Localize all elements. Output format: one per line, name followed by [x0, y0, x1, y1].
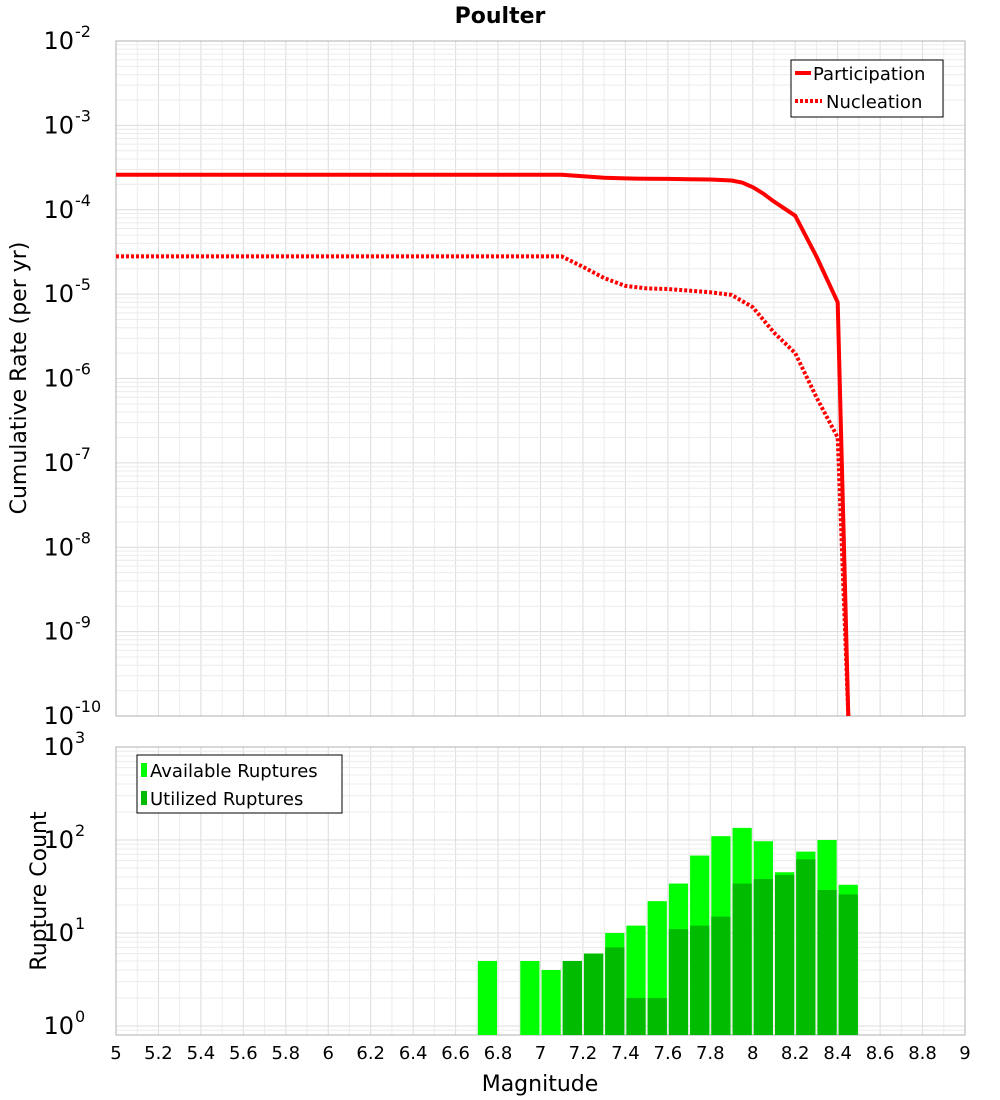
bar-utilized: [562, 960, 582, 1035]
tick-label-base: 10: [43, 919, 74, 947]
bottom-legend: Available Ruptures Utilized Ruptures: [136, 754, 343, 814]
series-line-nucleation: [116, 254, 851, 717]
top-y-tick-label: 10 -4: [43, 191, 91, 224]
bottom-y-axis-label: Rupture Count: [27, 811, 52, 971]
x-tick-label: 5.8: [271, 1043, 300, 1064]
top-y-tick-label: 10 -9: [43, 613, 91, 646]
bar-utilized: [583, 953, 604, 1035]
legend-label-nucleation: Nucleation: [826, 92, 922, 113]
x-axis-label: Magnitude: [482, 1072, 599, 1097]
x-tick-label: 9: [959, 1043, 970, 1064]
legend-label-utilized: Utilized Ruptures: [150, 789, 303, 810]
x-tick-label: 7.2: [569, 1043, 598, 1064]
tick-label-exponent: -5: [75, 275, 91, 294]
top-y-tick-label: 10 -3: [43, 106, 91, 139]
top-legend: Participation Nucleation: [790, 59, 944, 118]
tick-label-base: 10: [43, 702, 74, 730]
tick-label-base: 10: [43, 733, 74, 761]
bar-utilized: [711, 916, 731, 1035]
x-tick-label: 8: [747, 1043, 758, 1064]
x-tick-label: 8.2: [781, 1043, 810, 1064]
top-y-tick-label: 10 -8: [43, 528, 91, 561]
x-tick-label: 7: [535, 1043, 546, 1064]
tick-label-base: 10: [43, 533, 74, 561]
tick-label-base: 10: [43, 826, 74, 854]
top-y-tick-label: 10 -2: [43, 22, 91, 55]
x-tick-label: 6.8: [484, 1043, 513, 1064]
x-tick-label: 7.6: [654, 1043, 683, 1064]
tick-label-base: 10: [43, 196, 74, 224]
tick-label-base: 10: [43, 280, 74, 308]
bottom-plot-frame: [115, 746, 966, 1036]
series-line-participation: [116, 172, 851, 717]
x-tick-label: 6.4: [399, 1043, 428, 1064]
bar-utilized: [774, 875, 795, 1035]
bottom-y-tick-label: 10 1: [43, 914, 85, 947]
tick-label-exponent: -8: [75, 528, 91, 547]
x-tick-label: 7.8: [696, 1043, 725, 1064]
tick-label-base: 10: [43, 449, 74, 477]
bar-utilized: [626, 997, 646, 1035]
tick-label-exponent: 0: [75, 1007, 85, 1026]
bar-utilized: [732, 883, 752, 1035]
x-tick-label: 8.6: [866, 1043, 895, 1064]
legend-swatch-available: [141, 763, 147, 777]
tick-label-exponent: 3: [75, 728, 85, 747]
top-plot-frame: [115, 40, 966, 717]
tick-label-base: 10: [43, 27, 74, 55]
top-y-tick-label: 10 -7: [43, 444, 91, 477]
tick-label-exponent: -10: [75, 697, 101, 716]
tick-label-exponent: -4: [75, 191, 91, 210]
tick-label-exponent: -6: [75, 360, 91, 379]
x-tick-label: 7.4: [611, 1043, 640, 1064]
top-y-tick-label: 10 -10: [43, 697, 101, 730]
tick-label-base: 10: [43, 365, 74, 393]
x-tick-label: 5: [110, 1043, 121, 1064]
tick-label-exponent: -7: [75, 444, 91, 463]
bar-available: [541, 969, 561, 1035]
bottom-y-tick-label: 10 0: [43, 1007, 85, 1040]
tick-label-exponent: -3: [75, 106, 91, 125]
bar-utilized: [605, 947, 625, 1035]
bar-utilized: [690, 925, 710, 1035]
bottom-y-tick-label: 10 3: [43, 728, 85, 761]
tick-label-exponent: -2: [75, 22, 91, 41]
chart-title: Poulter: [455, 4, 546, 29]
x-tick-label: 6.6: [441, 1043, 470, 1064]
bar-utilized: [668, 929, 689, 1035]
tick-label-exponent: 2: [75, 821, 85, 840]
legend-label-available: Available Ruptures: [150, 761, 318, 782]
top-y-tick-label: 10 -6: [43, 360, 91, 393]
x-tick-label: 8.8: [908, 1043, 937, 1064]
x-tick-label: 6: [323, 1043, 334, 1064]
x-tick-label: 6.2: [356, 1043, 385, 1064]
bar-utilized: [753, 879, 773, 1035]
bar-utilized: [838, 894, 858, 1035]
x-tick-label: 5.2: [144, 1043, 173, 1064]
tick-label-base: 10: [43, 111, 74, 139]
x-tick-label: 8.4: [823, 1043, 852, 1064]
top-y-axis-label: Cumulative Rate (per yr): [7, 242, 32, 515]
tick-label-base: 10: [43, 1012, 74, 1040]
x-tick-label: 5.4: [187, 1043, 216, 1064]
bar-utilized: [817, 889, 837, 1035]
bar-available: [520, 960, 540, 1035]
legend-swatch-utilized: [141, 791, 147, 805]
bar-utilized: [647, 997, 667, 1035]
tick-label-exponent: -9: [75, 613, 91, 632]
legend-label-participation: Participation: [813, 64, 925, 85]
tick-label-exponent: 1: [75, 914, 85, 933]
bar-available: [477, 960, 498, 1035]
tick-label-base: 10: [43, 618, 74, 646]
top-y-tick-label: 10 -5: [43, 275, 91, 308]
bottom-y-tick-label: 10 2: [43, 821, 85, 854]
bar-utilized: [796, 859, 816, 1035]
x-tick-label: 5.6: [229, 1043, 258, 1064]
